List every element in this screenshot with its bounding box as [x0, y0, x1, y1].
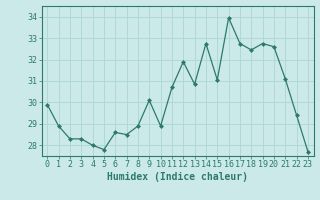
X-axis label: Humidex (Indice chaleur): Humidex (Indice chaleur)	[107, 172, 248, 182]
